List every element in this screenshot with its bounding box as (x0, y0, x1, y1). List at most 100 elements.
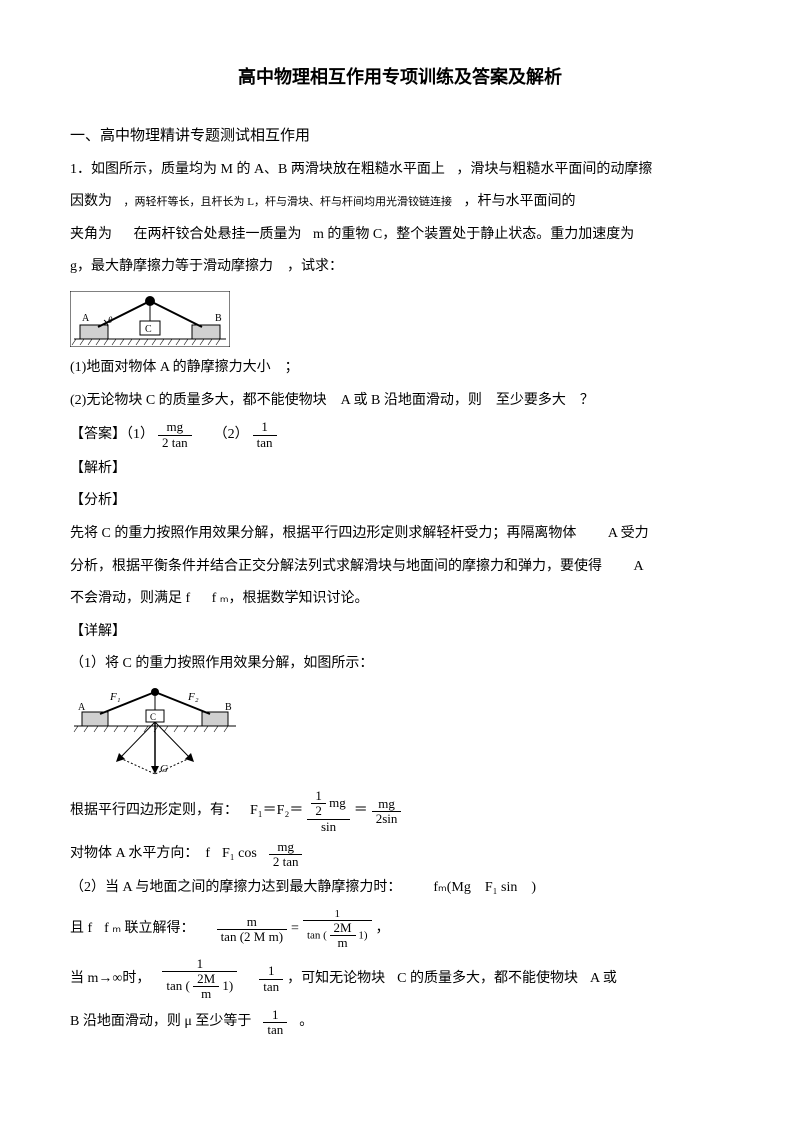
doc-title: 高中物理相互作用专项训练及答案及解析 (70, 60, 730, 94)
svg-text:F₁: F₁ (109, 691, 121, 703)
numerator: 1 2 mg (307, 789, 349, 820)
sub-num: 2M (193, 972, 219, 987)
svg-text:B: B (225, 702, 232, 713)
fraction-3a: 1 2 mg sin (307, 789, 349, 834)
parallel-rule-line: 根据平行四边形定则，有： F₁＝F₂＝ 1 2 mg sin ＝ mg 2sin (70, 789, 730, 834)
numerator: mg (269, 840, 303, 855)
sub-den: m (193, 987, 219, 1001)
answer-label: 【答案】（1） (70, 422, 154, 449)
text: 因数为 (70, 194, 112, 209)
question-1: (1)地面对物体 A 的静摩擦力大小 ； (70, 355, 730, 382)
denominator: tan ( 2M m 1) (162, 972, 237, 1002)
denominator: tan (259, 980, 283, 994)
fenxi-label: 【分析】 (70, 488, 730, 515)
jiexi-label: 【解析】 (70, 456, 730, 483)
svg-text:F₂: F₂ (187, 691, 199, 703)
sub-num: 1 (311, 789, 326, 804)
text: F₁＝F₂＝ (250, 798, 303, 825)
denominator: 2sin (372, 812, 402, 826)
section-heading: 一、高中物理精讲专题测试相互作用 (70, 122, 730, 151)
problem-line-2: 因数为 ，两轻杆等长，且杆长为 L，杆与滑块、杆与杆间均用光滑铰链连接 ，杆与水… (70, 189, 730, 216)
numerator: 1 (162, 957, 237, 972)
text: B 沿地面滑动，则 μ 至少等于 (70, 1009, 251, 1036)
last-line: B 沿地面滑动，则 μ 至少等于 1 tan 。 (70, 1008, 730, 1038)
text: 且 f (70, 916, 92, 943)
analysis-1: 先将 C 的重力按照作用效果分解，根据平行四边形定则求解轻杆受力；再隔离物体 A… (70, 521, 730, 548)
text: m 的重物 C，整个装置处于静止状态。重力加速度为 (313, 227, 634, 242)
text: M 的 A、B 两滑块放在粗糙水平面上 (221, 162, 445, 177)
analysis-3: 不会滑动，则满足 f f ₘ，根据数学知识讨论。 (70, 586, 730, 613)
text: A 受力 (608, 526, 649, 541)
denominator: tan (253, 436, 277, 450)
fraction-9: 1 tan (263, 1008, 287, 1038)
part2-line: （2）当 A 与地面之间的摩擦力达到最大静摩擦力时： fₘ(Mg F₁ sin … (70, 875, 730, 902)
text: f ₘ，根据数学知识讨论。 (212, 591, 369, 606)
fraction-7: 1 tan ( 2M m 1) (162, 957, 237, 1002)
svg-text:θ: θ (108, 315, 113, 325)
problem-line-3: 夹角为 在两杆铰合处悬挂一质量为 m 的重物 C，整个装置处于静止状态。重力加速… (70, 222, 730, 249)
analysis-2: 分析，根据平衡条件并结合正交分解法列式求解滑块与地面间的摩擦力和弹力，要使得 A (70, 554, 730, 581)
text: f ₘ 联立解得： (104, 916, 194, 943)
svg-text:A: A (82, 313, 90, 324)
text: ，两轻杆等长，且杆长为 L，杆与滑块、杆与杆间均用光滑铰链连接 (124, 196, 452, 208)
infinity-line: 当 m→∞时， 1 tan ( 2M m 1) 1 tan ，可知无论物块 C … (70, 957, 730, 1002)
text: mg (329, 795, 346, 810)
fraction-1: mg 2 tan (158, 420, 192, 450)
problem-line-1: 1．如图所示，质量均为 M 的 A、B 两滑块放在粗糙水平面上 ，滑块与粗糙水平… (70, 157, 730, 184)
problem-line-4: g，最大静摩擦力等于滑动摩擦力 ，试求： (70, 254, 730, 281)
text: 对物体 A 水平方向： f (70, 841, 210, 868)
fraction-6: 1 tan ( 2M m 1) (303, 908, 372, 951)
fraction-3b: mg 2sin (372, 797, 402, 827)
numerator: 1 (253, 420, 277, 435)
text: 。 (299, 1009, 313, 1036)
text: ，杆与水平面间的 (463, 194, 575, 209)
denominator: tan (2 M m) (217, 930, 287, 944)
text: fₘ(Mg F₁ sin ) (433, 875, 536, 902)
text: C 的质量多大，都不能使物块 (397, 966, 578, 993)
sub-num: 2M (330, 921, 356, 936)
answer-mid: （2） (214, 422, 249, 449)
denominator: tan (263, 1023, 287, 1037)
fraction-4: mg 2 tan (269, 840, 303, 870)
fraction-5: m tan (2 M m) (217, 915, 287, 945)
text: 1) (358, 930, 367, 942)
combine-line: 且 f f ₘ 联立解得： m tan (2 M m) = 1 tan ( 2M… (70, 908, 730, 951)
sub-den: m (330, 936, 356, 950)
text: 先将 C 的重力按照作用效果分解，根据平行四边形定则求解轻杆受力；再隔离物体 (70, 526, 576, 541)
text: A (634, 559, 644, 574)
equals: = (291, 916, 299, 943)
fraction-8: 1 tan (259, 964, 283, 994)
denominator: 2 tan (158, 436, 192, 450)
text: 分析，根据平衡条件并结合正交分解法列式求解滑块与地面间的摩擦力和弹力，要使得 (70, 559, 602, 574)
svg-text:B: B (215, 313, 222, 324)
text: 1) (222, 978, 233, 993)
horizontal-a-line: 对物体 A 水平方向： f F₁ cos mg 2 tan (70, 840, 730, 870)
xiangjie-label: 【详解】 (70, 619, 730, 646)
text: 1．如图所示，质量均为 (70, 162, 217, 177)
svg-text:C: C (145, 324, 152, 335)
numerator: 1 (263, 1008, 287, 1023)
denominator: 2 tan (269, 855, 303, 869)
text: tan ( (166, 978, 189, 993)
text: 根据平行四边形定则，有： (70, 798, 238, 825)
numerator: m (217, 915, 287, 930)
text: （2）当 A 与地面之间的摩擦力达到最大静摩擦力时： (70, 875, 401, 902)
fraction-2: 1 tan (253, 420, 277, 450)
denominator: tan ( 2M m 1) (303, 921, 372, 951)
denominator: sin (307, 820, 349, 834)
text: 不会滑动，则满足 f (70, 591, 190, 606)
text: ，滑块与粗糙水平面间的动摩擦 (456, 162, 652, 177)
numerator: 1 (259, 964, 283, 979)
sub-den: 2 (311, 804, 326, 818)
text: 当 m→∞时， (70, 966, 150, 993)
text: 在两杆铰合处悬挂一质量为 (134, 227, 302, 242)
equals: ＝ (354, 798, 368, 825)
numerator: mg (372, 797, 402, 812)
text: A 或 (590, 966, 617, 993)
answer-line: 【答案】（1） mg 2 tan （2） 1 tan (70, 420, 730, 450)
numerator: mg (158, 420, 192, 435)
text: ， (376, 916, 390, 943)
text: tan ( (307, 930, 327, 942)
question-2: (2)无论物块 C 的质量多大，都不能使物块 A 或 B 沿地面滑动，则 至少要… (70, 388, 730, 415)
figure-1: A B C θ (70, 291, 730, 347)
